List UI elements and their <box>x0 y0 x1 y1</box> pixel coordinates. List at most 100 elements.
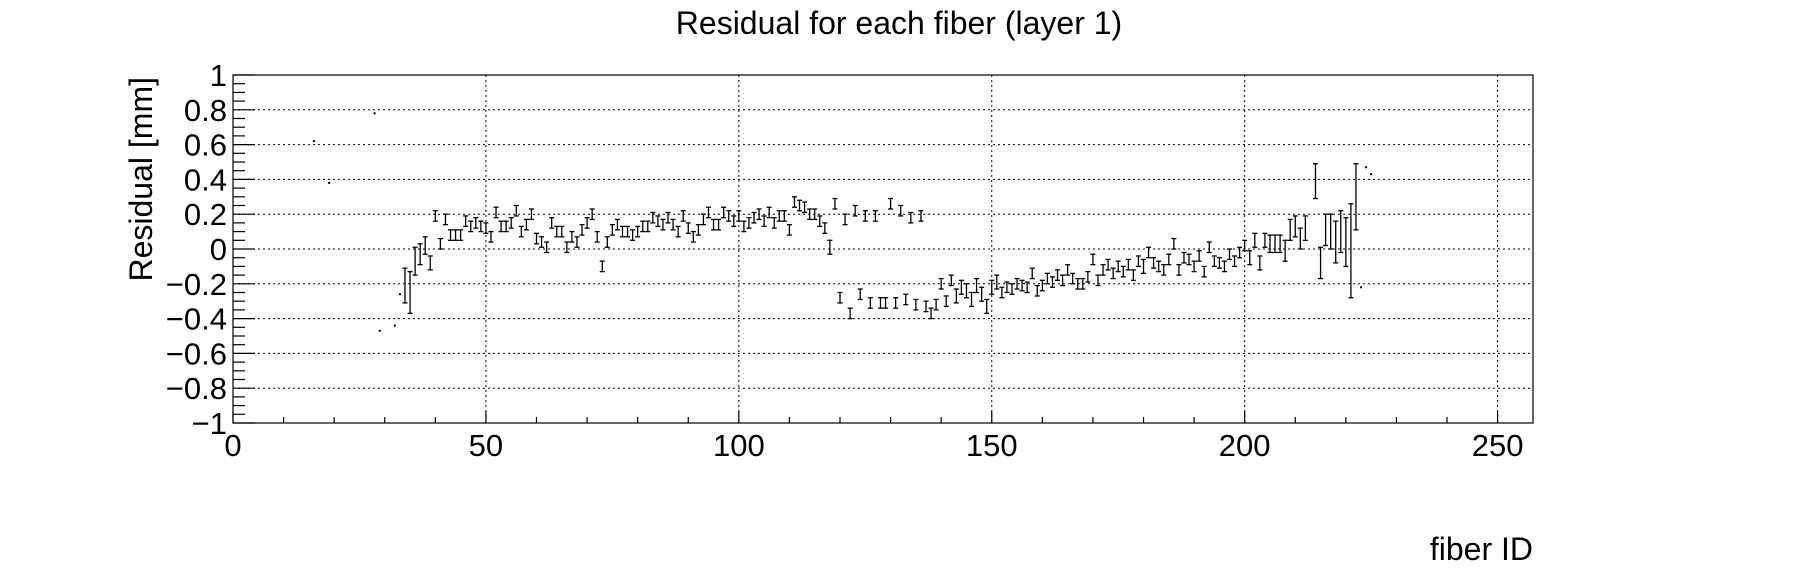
data-point <box>417 243 423 266</box>
data-point <box>398 293 401 296</box>
y-tick-label: −0.4 <box>166 302 227 337</box>
data-point <box>923 300 929 313</box>
data-point <box>781 210 787 222</box>
data-point <box>1049 276 1055 288</box>
data-point <box>1312 163 1318 200</box>
data-point <box>1070 272 1076 285</box>
data-point <box>756 208 762 221</box>
data-point <box>726 210 732 222</box>
data-point <box>1328 213 1334 250</box>
data-point <box>994 274 1000 290</box>
data-point <box>1075 277 1081 290</box>
data-point <box>1292 215 1298 238</box>
y-tick-label: −0.8 <box>166 371 227 406</box>
data-point <box>483 222 489 234</box>
data-point <box>478 220 484 233</box>
data-point <box>675 225 681 238</box>
data-point <box>918 210 924 222</box>
data-point <box>670 218 676 231</box>
data-point <box>857 288 863 301</box>
data-point <box>589 208 595 221</box>
data-point <box>1272 234 1278 254</box>
data-point <box>766 206 772 219</box>
data-point <box>761 215 767 228</box>
data-point <box>1370 173 1373 176</box>
data-point <box>812 208 818 221</box>
data-point <box>979 286 985 302</box>
y-tick-label: −1 <box>192 406 227 441</box>
data-point <box>1302 215 1308 241</box>
data-point <box>842 213 848 226</box>
data-point <box>1365 166 1368 169</box>
data-point <box>908 211 914 224</box>
data-point <box>958 279 964 295</box>
data-point <box>1044 272 1050 285</box>
data-point <box>1348 203 1354 299</box>
data-point <box>458 229 464 241</box>
point-marker <box>393 324 396 327</box>
data-point <box>1287 218 1293 241</box>
data-point <box>468 220 474 233</box>
data-point <box>802 201 808 214</box>
y-tick-label: 1 <box>210 58 227 93</box>
data-point <box>378 329 381 332</box>
data-point <box>948 274 954 287</box>
data-point <box>488 230 494 243</box>
data-point <box>473 217 479 229</box>
data-point <box>943 295 949 308</box>
data-point <box>969 291 975 308</box>
point-marker <box>312 140 315 143</box>
data-point <box>700 213 706 226</box>
data-point <box>559 225 565 238</box>
data-point <box>508 217 514 229</box>
data-point <box>534 232 540 245</box>
data-point <box>746 217 752 229</box>
data-point <box>974 277 980 294</box>
point-marker <box>398 293 401 296</box>
data-point <box>1115 260 1121 273</box>
data-point <box>721 206 727 219</box>
data-point <box>539 236 545 248</box>
data-point <box>776 210 782 222</box>
data-point <box>523 218 529 231</box>
data-point <box>437 237 443 250</box>
data-point <box>640 220 646 233</box>
data-point <box>1262 232 1268 248</box>
data-point <box>498 220 504 233</box>
data-point <box>407 270 413 315</box>
x-axis-title: fiber ID <box>1430 531 1533 567</box>
data-point <box>1176 264 1182 276</box>
y-tick-label: 0.4 <box>184 162 227 197</box>
data-point <box>1242 239 1248 252</box>
data-point <box>655 215 661 228</box>
data-point <box>1201 265 1207 278</box>
data-point <box>862 210 868 222</box>
data-point <box>877 297 883 309</box>
data-point <box>422 236 428 255</box>
data-point <box>928 307 934 320</box>
data-point <box>660 218 666 231</box>
data-point <box>807 208 813 221</box>
data-point <box>427 255 433 271</box>
data-point <box>832 197 838 210</box>
grid-layer <box>233 75 1533 423</box>
data-point <box>564 241 570 254</box>
data-point <box>1257 255 1263 271</box>
data-point <box>1353 163 1359 231</box>
data-point <box>1085 270 1091 283</box>
data-point <box>1196 250 1202 262</box>
data-point <box>690 230 696 243</box>
data-point <box>898 204 904 217</box>
point-marker <box>1360 286 1363 289</box>
data-point <box>1151 257 1157 269</box>
data-point <box>771 217 777 229</box>
data-point <box>513 204 519 217</box>
data-point <box>1171 237 1177 250</box>
data-point <box>1252 232 1258 248</box>
x-tick-label: 200 <box>1219 428 1271 463</box>
data-point <box>594 230 600 243</box>
x-tick-label: 100 <box>713 428 765 463</box>
data-point <box>544 241 550 254</box>
data-point <box>453 229 459 241</box>
data-point <box>1211 255 1217 268</box>
